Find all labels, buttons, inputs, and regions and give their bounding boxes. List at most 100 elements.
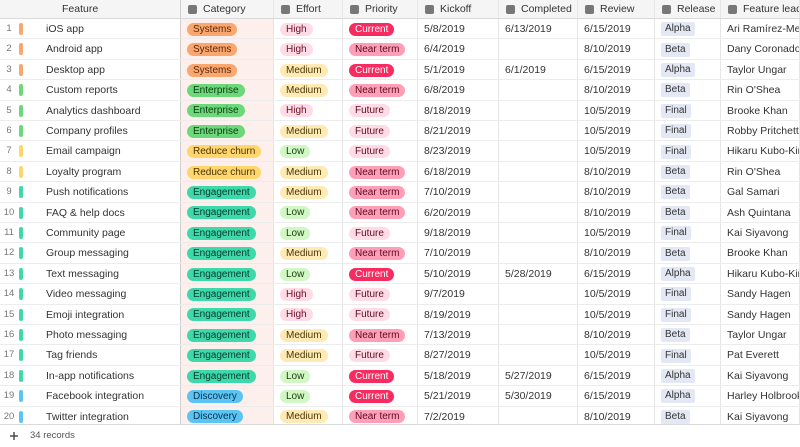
cell-completed [499,121,578,141]
cell-category: Engagement [181,202,274,222]
category-pill: Engagement [187,185,256,199]
lead-text: Taylor Ungar [727,63,787,76]
cell-effort: Low [274,202,343,222]
record-row: 1 iOS app Systems High Current 5/8/2019 6/13/2… [0,19,800,40]
kickoff-text: 6/8/2019 [424,84,465,97]
cell-completed: 5/28/2019 [499,263,578,284]
row-number: 5 [6,104,12,116]
cell-feature: Group messaging [40,243,181,263]
kickoff-text: 9/18/2019 [424,227,471,239]
kickoff-text: 8/18/2019 [424,104,471,117]
kickoff-text: 5/1/2019 [424,63,465,76]
column-icon [281,5,290,14]
record-row: 5 Analytics dashboard Enterprise High Future… [0,100,800,121]
record-row: 10 FAQ & help docs Engagement Low Near term 6… [0,202,800,223]
footer: 34 records [0,424,800,447]
feature-text: Custom reports [46,84,118,97]
record-row: 20 Twitter integration Discovery Medium Near… [0,406,800,424]
cell-feature: Company profiles [40,121,181,141]
cell-lead: Dany Coronado [721,39,800,59]
review-text: 8/10/2019 [584,43,631,56]
cell-priority: Near term [343,161,418,182]
priority-pill: Near term [349,328,406,342]
cell-category: Engagement [181,223,274,243]
cell-review: 6/15/2019 [578,386,655,406]
release-tag: Final [661,348,691,363]
review-text: 8/10/2019 [584,186,631,199]
cell-lead: Hikaru Kubo-Kingsley [721,263,800,284]
priority-pill: Current [349,22,395,36]
row-color-bar [19,84,23,97]
cell-release: Beta [655,406,721,424]
cell-release: Beta [655,325,721,345]
row-number: 19 [3,390,15,402]
kickoff-text: 8/27/2019 [424,349,471,362]
cell-completed [499,325,578,345]
cell-effort: Medium [274,345,343,365]
cell-completed [499,284,578,304]
priority-pill: Near term [349,410,406,424]
category-pill: Systems [187,63,238,77]
completed-text: 5/30/2019 [505,390,552,403]
cell-review: 6/15/2019 [578,365,655,386]
record-row: 14 Video messaging Engagement High Future 9/7… [0,284,800,305]
column-title: Review [600,3,635,15]
kickoff-text: 6/4/2019 [424,43,465,56]
column-icon [350,5,359,14]
priority-pill: Future [349,124,390,138]
cell-completed [499,141,578,161]
cell-priority: Future [343,141,418,161]
row-color-bar [19,206,23,219]
cell-effort: Medium [274,121,343,141]
feature-text: Text messaging [46,267,119,280]
kickoff-text: 9/7/2019 [424,288,465,301]
cell-lead: Kai Siyavong [721,365,800,386]
cell-review: 8/10/2019 [578,80,655,100]
cell-release: Final [655,284,721,304]
cell-priority: Future [343,304,418,324]
row-number: 14 [3,288,15,300]
cell-lead: Rin O'Shea [721,80,800,100]
cell-category: Engagement [181,284,274,304]
effort-pill: Medium [280,328,328,342]
cell-review: 8/10/2019 [578,161,655,182]
priority-pill: Near term [349,83,406,97]
cell-completed [499,161,578,182]
cell-kickoff: 5/21/2019 [418,386,499,406]
effort-pill: Low [280,267,311,281]
kickoff-text: 8/19/2019 [424,308,471,321]
cell-feature: Tag friends [40,345,181,365]
row-color-bar [19,23,23,35]
cell-category: Systems [181,59,274,80]
cell-category: Discovery [181,406,274,424]
cell-effort: Medium [274,80,343,100]
row-color-bar [19,247,23,260]
cell-category: Engagement [181,182,274,202]
effort-pill: High [280,308,313,322]
cell-category: Enterprise [181,100,274,120]
column-title: Kickoff [440,3,472,15]
row-color-bar [19,165,23,178]
effort-pill: Low [280,206,311,220]
lead-text: Rin O'Shea [727,165,781,178]
add-record-button[interactable] [6,428,22,444]
column-title: Category [203,3,246,15]
cell-kickoff: 6/20/2019 [418,202,499,222]
cell-priority: Future [343,284,418,304]
column-header: Release [655,0,721,18]
cell-completed: 5/27/2019 [499,365,578,386]
cell-kickoff: 8/18/2019 [418,100,499,120]
release-tag: Beta [661,83,690,98]
kickoff-text: 7/10/2019 [424,186,471,199]
category-pill: Engagement [187,349,256,363]
feature-text: Android app [46,43,103,56]
column-header: Effort [274,0,343,18]
record-row: 18 In-app notifications Engagement Low Curre… [0,365,800,387]
kickoff-text: 5/21/2019 [424,390,471,403]
kickoff-text: 5/18/2019 [424,369,471,382]
cell-review: 8/10/2019 [578,202,655,222]
effort-pill: Medium [280,63,328,77]
cell-completed [499,202,578,222]
cell-feature: Android app [40,39,181,59]
cell-priority: Near term [343,182,418,202]
